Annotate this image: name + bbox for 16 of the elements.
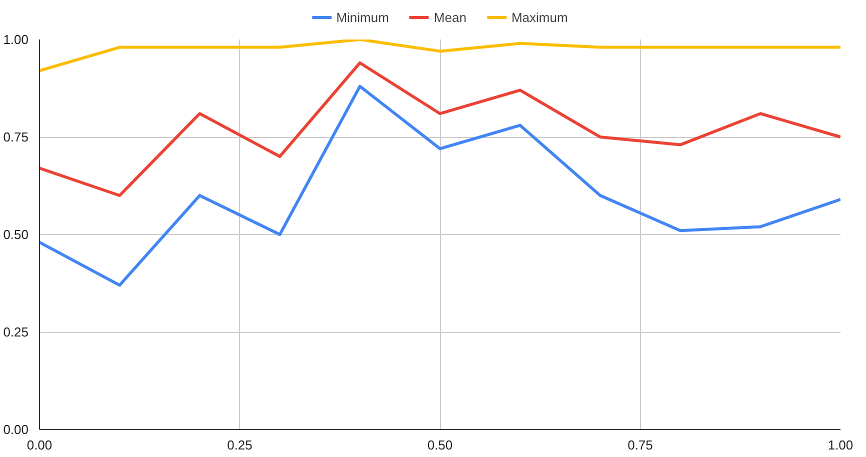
x-tick-label: 0.50	[427, 438, 453, 452]
x-tick-label: 0.25	[227, 438, 252, 452]
y-tick-label: 0.25	[3, 324, 29, 340]
y-tick-label: 0.50	[3, 227, 29, 242]
y-tick-label: 0.00	[3, 422, 29, 437]
y-tick-label: 1.00	[3, 32, 29, 47]
x-tick-label: 0.00	[26, 438, 52, 452]
line-series	[40, 40, 840, 72]
x-tick-label: 1.00	[828, 438, 854, 452]
legend-label: Mean	[434, 10, 466, 24]
x-tick-label: 0.75	[628, 438, 653, 452]
y-tick-label: 0.75	[3, 130, 29, 144]
legend-label: Maximum	[511, 10, 568, 24]
line-series	[40, 84, 840, 287]
legend-label: Minimum	[336, 10, 389, 24]
line-series	[40, 61, 840, 197]
